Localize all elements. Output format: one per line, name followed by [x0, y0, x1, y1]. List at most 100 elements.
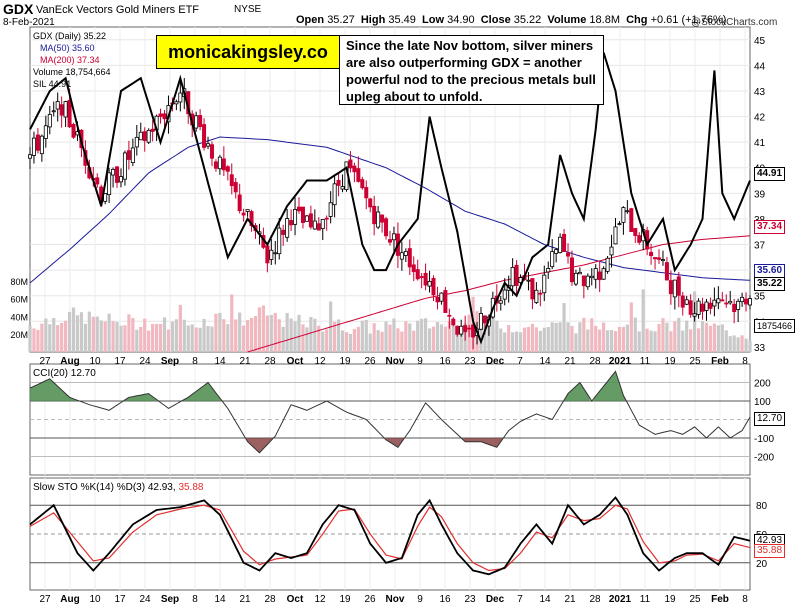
volume-y-tick-label: 80M [10, 277, 28, 287]
candle-body [526, 279, 531, 282]
candle-body [459, 325, 464, 335]
candle-body [609, 246, 614, 256]
candle-body [269, 249, 274, 260]
volume-bar [443, 326, 447, 352]
candle-body [198, 115, 203, 128]
candle-body [724, 302, 729, 305]
volume-bar [700, 321, 705, 352]
low-label: Low [422, 14, 445, 26]
volume-bar [645, 328, 649, 352]
sto-legend: Slow STO %K(14) %D(3) 42.93, 35.88 [33, 482, 203, 493]
x-tick-label: 19 [664, 594, 676, 605]
volume-bar [491, 315, 495, 352]
candle-body [617, 223, 622, 226]
x-tick-label: 28 [264, 594, 276, 605]
x-tick-label: Feb [711, 356, 729, 367]
candle-body [300, 206, 305, 223]
volume-bar [44, 318, 48, 352]
x-tick-label: 21 [239, 356, 251, 367]
candle-body [728, 300, 733, 304]
candle-body [352, 165, 357, 173]
candle-body [368, 198, 373, 208]
x-tick-label: 10 [89, 594, 101, 605]
volume-bar [317, 325, 321, 352]
volume-bar [151, 323, 155, 352]
candle-body [107, 172, 112, 195]
volume-bar [28, 325, 32, 352]
volume-bar [123, 325, 127, 352]
volume-bar [661, 318, 665, 352]
candle-body [720, 299, 725, 302]
main-y-tick-label: 42 [754, 113, 766, 124]
volume-bar [503, 332, 507, 352]
volume-bar [617, 326, 622, 352]
candle-body [316, 223, 321, 231]
candle-body [273, 252, 278, 255]
candle-body [748, 298, 753, 306]
cci-legend: CCI(20) 12.70 [33, 368, 96, 379]
volume-bar [609, 330, 614, 352]
volume-bar [127, 314, 131, 352]
candle-body [328, 202, 333, 217]
main-y-tick-label: 41 [754, 138, 766, 149]
volume-bar [459, 325, 463, 352]
volume-bar [716, 325, 720, 352]
x-tick-label: Oct [287, 594, 304, 605]
x-tick-label: 2021 [609, 356, 632, 367]
candle-body [569, 257, 574, 283]
volume-bar [198, 327, 202, 352]
x-tick-label: 17 [114, 356, 126, 367]
high-value: 35.49 [388, 14, 416, 26]
volume-bar [732, 335, 736, 352]
volume-bar [190, 324, 194, 352]
volume-bar [325, 329, 329, 352]
volume-bar [479, 318, 483, 352]
x-tick-label: 2021 [609, 594, 632, 605]
candle-body [585, 275, 590, 288]
candle-body [660, 259, 665, 261]
volume-bar [297, 314, 301, 352]
volume-bar [507, 324, 511, 352]
main-y-tick-label: 45 [754, 36, 766, 47]
x-tick-label: Nov [386, 594, 405, 605]
volume-bar [439, 324, 444, 352]
volume-bar [348, 333, 353, 352]
cci-fill [124, 393, 157, 401]
main-y-tick-label: 35 [754, 292, 766, 303]
volume-bar [416, 320, 420, 352]
volume-bar [724, 330, 728, 352]
volume-bar [677, 317, 681, 352]
candle-body [510, 267, 515, 287]
candle-body [225, 166, 230, 172]
volume-bar [657, 324, 661, 352]
candle-body [384, 218, 389, 237]
x-tick-label: 16 [439, 356, 451, 367]
main-y-tick-label: 33 [754, 343, 766, 354]
legend-sil: SIL 44.91 [33, 79, 72, 89]
volume-bar [56, 325, 60, 352]
main-y-tick-label: 39 [754, 189, 766, 200]
volume-bar [214, 313, 218, 352]
x-tick-label: 8 [742, 356, 748, 367]
chart-date: 8-Feb-2021 [3, 17, 55, 28]
candle-body [708, 302, 713, 309]
stockcharts-credit: @StockCharts.com [691, 17, 778, 28]
cci-y-tick-label: -100 [754, 434, 774, 445]
volume-bar [455, 327, 459, 352]
volume-bar [566, 322, 570, 352]
x-tick-label: 24 [139, 594, 151, 605]
volume-bar [518, 332, 523, 352]
candle-body [237, 194, 242, 212]
x-tick-label: 9 [417, 594, 423, 605]
volume-bar [514, 331, 519, 352]
volume-bar [427, 328, 432, 352]
volume-bar [613, 331, 618, 352]
candle-body [550, 251, 555, 268]
candle-body [613, 226, 618, 245]
candle-body [217, 156, 222, 170]
chg-value: +0.61 (+1.76%) [650, 14, 727, 26]
candle-body [67, 99, 72, 128]
candle-body [542, 274, 547, 294]
candle-body [581, 275, 586, 287]
candle-body [63, 101, 68, 118]
